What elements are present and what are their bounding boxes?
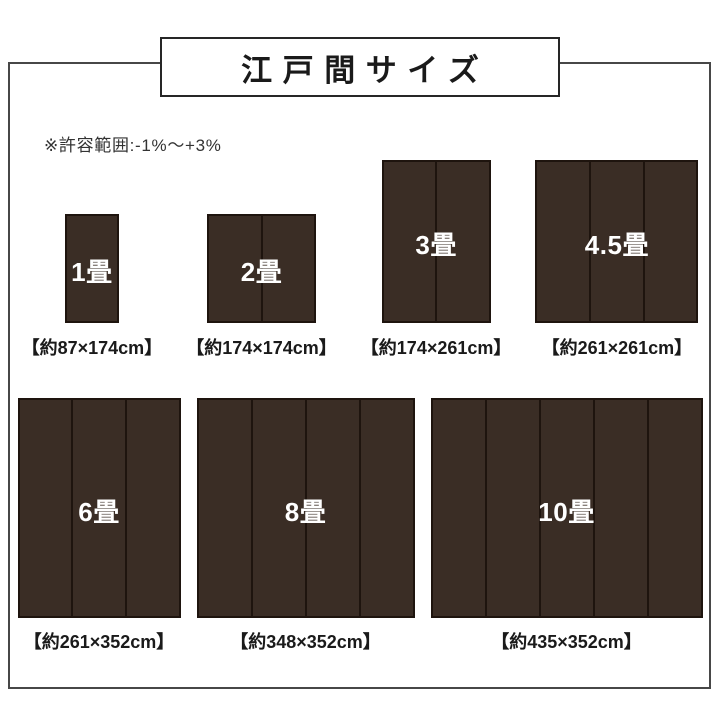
mat-dimension-label: 【約174×174cm】 (186, 338, 337, 358)
mat-panel (646, 400, 701, 616)
mat-rect-2jo: 2畳 (207, 214, 316, 323)
mat-panel (209, 216, 261, 321)
title-box: 江戸間サイズ (160, 37, 560, 97)
mat-row-1: 1畳 【約87×174cm】 2畳 【約174×174cm】 3畳 【約174×261cm… (10, 160, 710, 359)
page-title: 江戸間サイズ (241, 52, 490, 88)
mat-item-2jo: 2畳【約174×174cm】 (186, 214, 337, 359)
tolerance-note: ※許容範囲:-1%〜+3% (44, 136, 222, 155)
mat-panel (642, 162, 697, 321)
mat-panel (435, 162, 489, 321)
mat-panel (71, 400, 125, 616)
mat-item-6jo: 6畳【約261×352cm】 (17, 398, 181, 653)
mat-rect-1jo: 1畳 (64, 214, 119, 323)
mat-item-10jo: 10畳【約435×352cm】 (430, 398, 703, 653)
mat-dimension-label: 【約261×261cm】 (541, 338, 693, 358)
mat-panel (124, 400, 179, 616)
mat-rect-10jo: 10畳 (430, 398, 703, 618)
mat-item-8jo: 8畳【約348×352cm】 (196, 398, 415, 653)
mat-dimension-label: 【約87×174cm】 (21, 338, 163, 358)
mat-item-3jo: 3畳【約174×261cm】 (360, 160, 512, 359)
mat-panel (20, 400, 72, 616)
mat-panel (384, 162, 436, 321)
mat-panel (260, 216, 315, 321)
mat-panel (304, 400, 359, 616)
mat-rect-3jo: 3畳 (381, 160, 491, 323)
mat-rect-6jo: 6畳 (17, 398, 181, 618)
mat-panel (250, 400, 305, 616)
mat-panel (484, 400, 539, 616)
mat-panel (433, 400, 485, 616)
mat-dimension-label: 【約261×352cm】 (23, 632, 175, 652)
mat-rect-8jo: 8畳 (196, 398, 415, 618)
mat-rect-4-5jo: 4.5畳 (535, 160, 699, 323)
mat-panel (358, 400, 413, 616)
mat-item-4-5jo: 4.5畳【約261×261cm】 (535, 160, 699, 359)
mat-panel (589, 162, 643, 321)
mat-panel (199, 400, 251, 616)
mat-dimension-label: 【約174×261cm】 (360, 338, 512, 358)
mat-row-2: 6畳 【約261×352cm】 8畳 【約348×352cm】 10畳 【約435×352… (10, 398, 710, 653)
mat-dimension-label: 【約348×352cm】 (230, 632, 381, 652)
mat-panel (592, 400, 647, 616)
mat-panel (67, 216, 117, 321)
mat-panel (538, 400, 593, 616)
mat-panel (537, 162, 589, 321)
mat-item-1jo: 1畳【約87×174cm】 (21, 214, 163, 359)
mat-dimension-label: 【約435×352cm】 (491, 632, 642, 652)
